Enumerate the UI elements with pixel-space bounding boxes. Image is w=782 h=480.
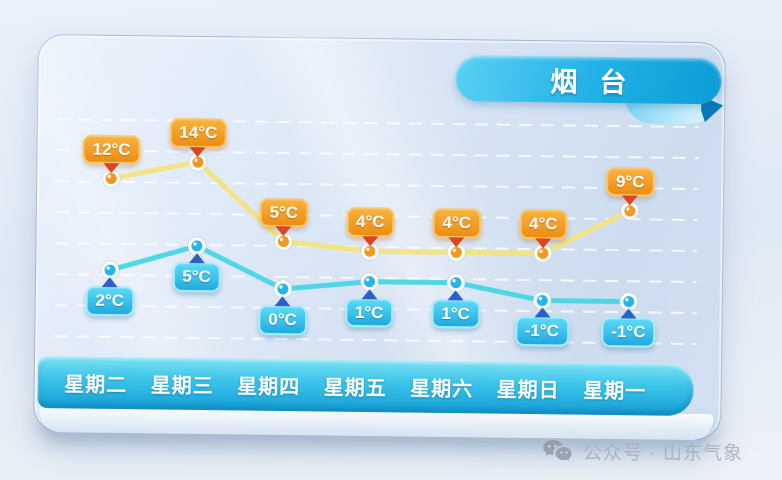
low-temp-badge: 1°C <box>431 298 481 329</box>
high-temp-badge: 4°C <box>518 209 568 240</box>
high-temp-badge: 9°C <box>605 166 655 198</box>
forecast-card: 12°C 14°C 5°C 4°C 4°C 4°C 9°C 2°C 5°C 0°C 1°C 1°C -1… <box>33 34 726 441</box>
low-temp-badge: -1°C <box>514 316 570 347</box>
high-temp-badge: 4°C <box>432 208 482 239</box>
watermark-text: 公众号 · 山东气象 <box>583 442 743 464</box>
page-title: 烟台 <box>550 66 649 98</box>
watermark: 公众号 · 山东气象 <box>542 438 743 464</box>
high-temp-badge: 4°C <box>345 207 395 238</box>
low-temp-badge: 0°C <box>258 304 307 336</box>
high-temp-badge: 12°C <box>82 134 141 165</box>
high-temp-badge: 14°C <box>169 118 228 149</box>
city-ribbon: 烟台 <box>455 55 722 105</box>
low-temp-badge: -1°C <box>601 317 656 348</box>
high-temp-badge: 5°C <box>259 197 309 228</box>
low-temp-badge: 2°C <box>85 286 135 317</box>
wechat-icon <box>542 439 576 463</box>
low-temp-badge: 1°C <box>344 297 394 328</box>
low-temp-badge: 5°C <box>172 261 221 293</box>
